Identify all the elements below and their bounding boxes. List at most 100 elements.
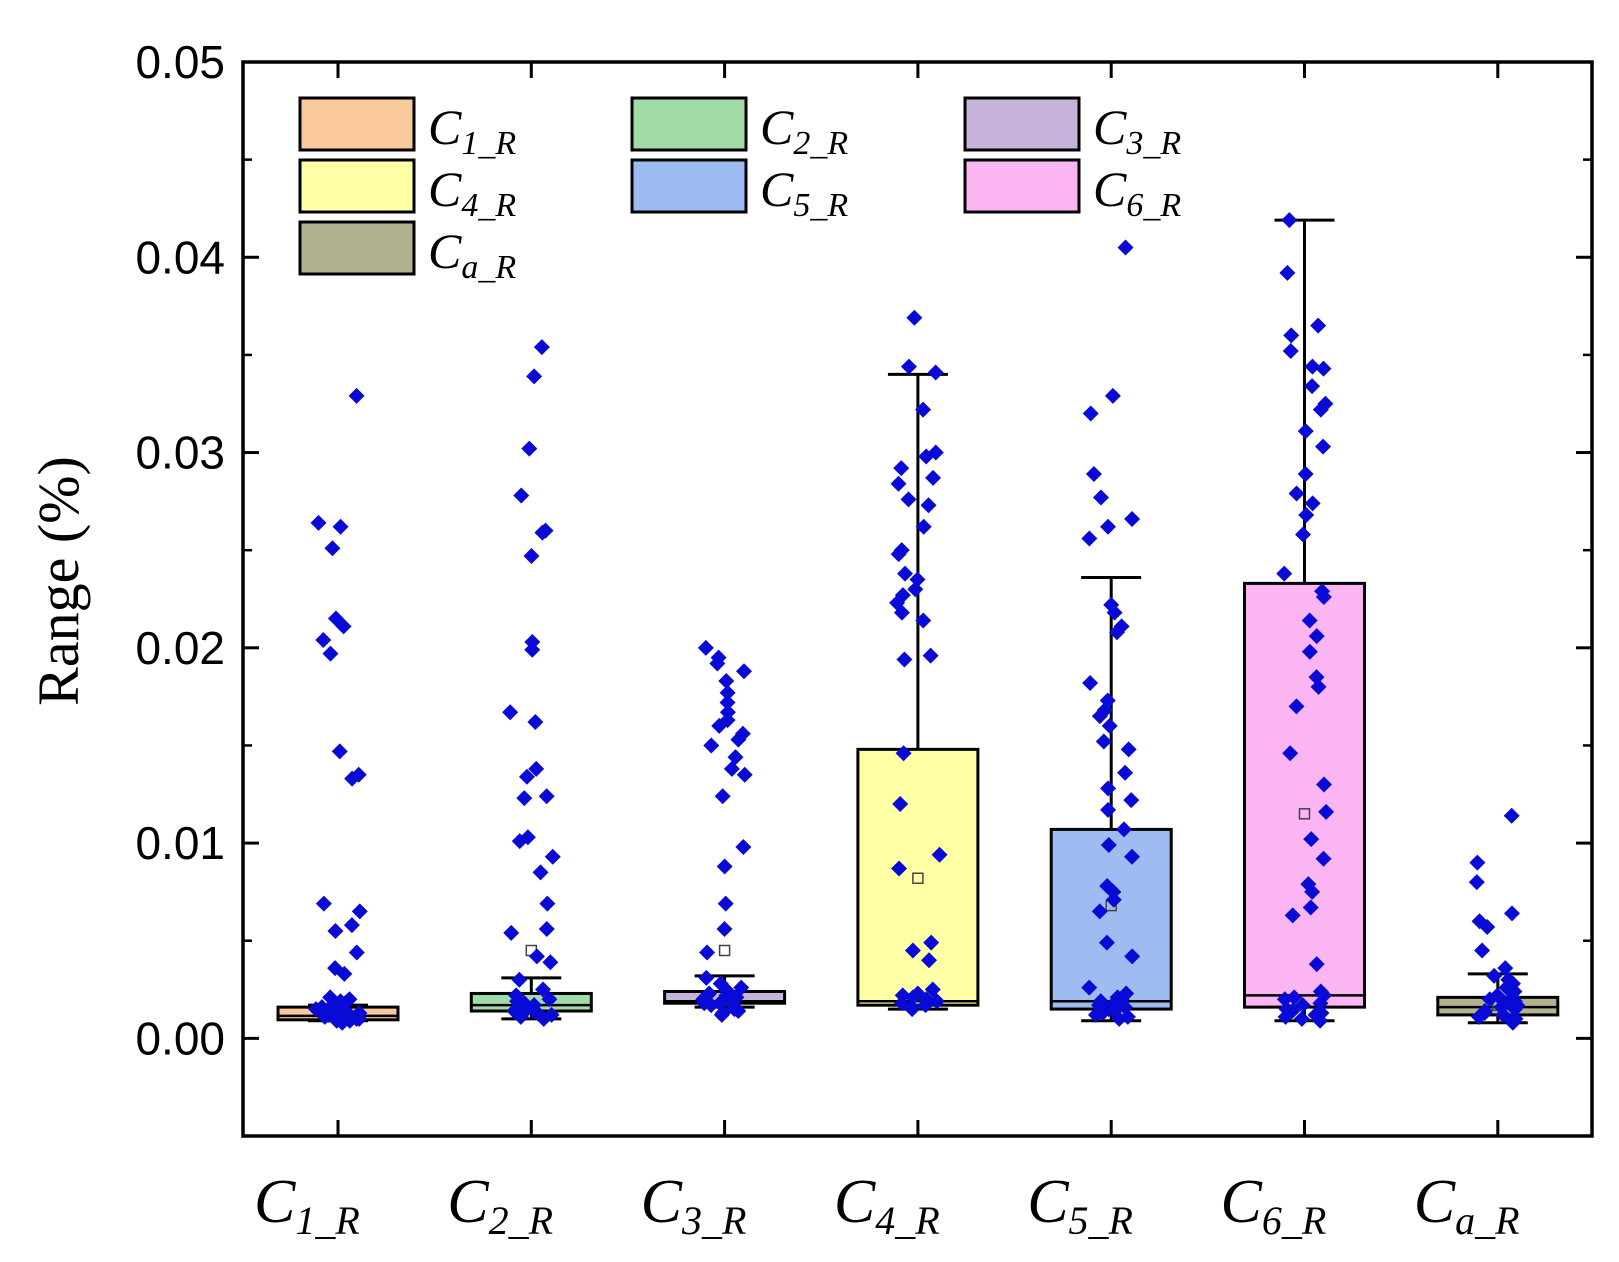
data-point	[714, 788, 731, 805]
data-point	[915, 518, 932, 535]
data-point	[1506, 1001, 1523, 1018]
data-point	[1115, 821, 1132, 838]
data-point	[503, 924, 520, 941]
data-point	[736, 766, 753, 783]
data-point	[1117, 764, 1134, 781]
data-point	[1312, 1012, 1329, 1029]
data-point	[538, 921, 555, 938]
legend-swatch	[963, 158, 1081, 214]
data-point	[535, 1010, 552, 1027]
data-point	[528, 948, 545, 965]
box-group	[856, 372, 980, 1011]
data-point	[891, 860, 908, 877]
data-point	[730, 731, 747, 748]
data-point	[1111, 1010, 1128, 1027]
y-axis-label: Range (%)	[26, 456, 91, 706]
data-point	[697, 639, 714, 656]
data-point	[544, 848, 561, 865]
data-point	[528, 760, 545, 777]
data-point	[922, 647, 939, 664]
data-point	[511, 833, 528, 850]
data-point	[516, 790, 533, 807]
data-point	[1120, 741, 1137, 758]
data-point	[1486, 967, 1503, 984]
data-point	[1315, 438, 1332, 455]
legend-label: C1_R	[428, 99, 516, 162]
data-point	[534, 981, 551, 998]
legend-swatch	[298, 158, 416, 214]
data-point	[900, 491, 917, 508]
box-group	[1049, 576, 1173, 1023]
y-tick-label: 0.05	[135, 36, 225, 88]
data-point	[1312, 995, 1329, 1012]
data-point	[1276, 991, 1293, 1008]
data-point	[1288, 485, 1305, 502]
axis-layer: 0.00 0.01 0.02 0.03 0.04 0.05 Range (%) C1_R C2_…	[26, 36, 1594, 1243]
data-point	[1117, 239, 1134, 256]
data-point	[1298, 507, 1315, 524]
data-point	[907, 581, 924, 598]
data-point	[904, 942, 921, 959]
data-point	[1123, 792, 1140, 809]
data-point	[1304, 358, 1321, 375]
data-point	[1105, 891, 1122, 908]
data-point	[730, 1003, 747, 1020]
data-point	[1504, 1014, 1521, 1031]
legend: C1_R C2_R C3_R C4_R C5_R C6_R Ca_R	[298, 96, 1181, 286]
data-point	[1106, 604, 1123, 621]
data-point	[1095, 733, 1112, 750]
data-point	[1283, 327, 1300, 344]
legend-label: C3_R	[1093, 99, 1181, 162]
data-point	[918, 448, 935, 465]
data-point	[518, 768, 535, 785]
data-point	[719, 684, 736, 701]
data-point	[539, 895, 556, 912]
data-point	[917, 997, 934, 1014]
data-point	[1282, 343, 1299, 360]
data-point	[703, 997, 720, 1014]
data-point	[923, 934, 940, 951]
x-category-label: C2_R	[447, 1168, 553, 1243]
data-point	[336, 965, 353, 982]
data-point	[1124, 848, 1141, 865]
legend-swatch	[630, 158, 748, 214]
data-point	[315, 895, 332, 912]
data-point	[1100, 801, 1117, 818]
data-point	[331, 743, 348, 760]
data-point	[1124, 510, 1141, 527]
data-point	[1087, 1006, 1104, 1023]
data-point	[1284, 907, 1301, 924]
data-point	[1277, 1008, 1294, 1025]
data-point	[1294, 997, 1311, 1014]
data-point	[698, 969, 715, 986]
data-point	[1279, 264, 1296, 281]
data-point	[513, 487, 530, 504]
data-point	[735, 663, 752, 680]
data-point	[1091, 903, 1108, 920]
data-point	[344, 770, 361, 787]
legend-swatch	[630, 96, 748, 152]
data-point	[542, 954, 559, 971]
data-point	[735, 838, 752, 855]
data-point	[538, 788, 555, 805]
data-point	[890, 475, 907, 492]
data-point	[1092, 489, 1109, 506]
data-point	[523, 548, 540, 565]
mean-marker	[912, 872, 924, 884]
data-point	[904, 989, 921, 1006]
x-category-label: C1_R	[254, 1168, 360, 1243]
data-point	[1091, 708, 1108, 725]
data-point	[1315, 589, 1332, 606]
data-point	[1310, 678, 1327, 695]
data-point	[310, 514, 327, 531]
mean-marker	[1298, 808, 1311, 820]
data-point	[1304, 495, 1321, 512]
data-point	[524, 641, 541, 658]
data-point	[1474, 942, 1491, 959]
data-point	[1297, 466, 1314, 483]
data-point	[1098, 934, 1115, 951]
data-point	[709, 655, 726, 672]
data-point	[1503, 807, 1520, 824]
data-point	[541, 991, 558, 1008]
data-point	[904, 1001, 921, 1018]
